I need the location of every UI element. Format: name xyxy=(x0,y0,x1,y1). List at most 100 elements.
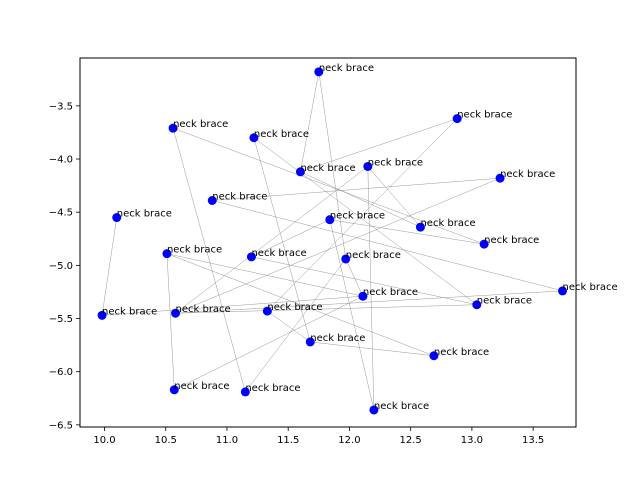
edge-line xyxy=(101,217,117,316)
point-label: neck brace xyxy=(267,302,322,313)
data-point xyxy=(358,291,368,301)
edge-line xyxy=(174,295,364,391)
edge-line xyxy=(367,166,421,228)
data-point xyxy=(162,249,172,259)
point-labels-layer: neck brace neck brace neck brace neck brace… xyxy=(102,63,618,412)
point-label: neck brace xyxy=(319,63,374,74)
data-point xyxy=(169,385,179,395)
edge-line xyxy=(267,310,311,343)
data-point xyxy=(452,114,462,124)
point-label: neck brace xyxy=(368,157,423,168)
data-point xyxy=(262,306,272,316)
x-tick-label: 12.5 xyxy=(400,435,422,446)
edge-line xyxy=(367,166,375,410)
point-label: neck brace xyxy=(176,304,231,315)
point-label: neck brace xyxy=(173,119,228,130)
edge-line xyxy=(166,253,363,297)
point-label: neck brace xyxy=(420,218,475,229)
point-label: neck brace xyxy=(245,383,300,394)
point-label: neck brace xyxy=(346,250,401,261)
edge-line xyxy=(318,71,347,260)
point-label: neck brace xyxy=(363,287,418,298)
edge-line xyxy=(172,127,485,245)
x-tick-label: 11.0 xyxy=(216,435,238,446)
edge-line xyxy=(267,118,458,312)
point-label: neck brace xyxy=(174,381,229,392)
x-tick-label: 10.5 xyxy=(155,435,177,446)
data-point xyxy=(341,254,351,264)
edge-line xyxy=(300,118,458,173)
point-label: neck brace xyxy=(212,191,267,202)
data-point xyxy=(363,161,373,171)
y-tick-label: −6.5 xyxy=(49,420,73,431)
y-tick-label: −4.5 xyxy=(49,208,73,219)
data-point xyxy=(249,133,259,143)
point-label: neck brace xyxy=(254,129,309,140)
point-label: neck brace xyxy=(484,235,539,246)
data-point xyxy=(314,67,324,77)
edge-line xyxy=(212,177,501,201)
point-label: neck brace xyxy=(330,211,385,222)
edge-line xyxy=(172,128,246,392)
data-point xyxy=(472,300,482,310)
point-label: neck brace xyxy=(500,169,555,180)
data-point xyxy=(558,286,568,296)
edge-line xyxy=(175,304,477,314)
edge-line xyxy=(175,290,563,314)
point-label: neck brace xyxy=(374,401,429,412)
edge-line xyxy=(102,295,363,316)
point-label: neck brace xyxy=(457,110,512,121)
data-point xyxy=(415,222,425,232)
y-tick-label: −5.5 xyxy=(49,314,73,325)
data-point xyxy=(112,213,122,223)
edge-line xyxy=(310,341,434,357)
data-point xyxy=(479,239,489,249)
data-point xyxy=(495,173,505,183)
edge-line xyxy=(300,71,320,172)
x-axis: 10.0 10.5 11.0 11.5 12.0 12.5 13.0 13.5 xyxy=(93,427,544,446)
point-label: neck brace xyxy=(300,163,355,174)
y-axis: −6.5 −6.0 −5.5 −5.0 −4.5 −4.0 −3.5 xyxy=(49,101,80,431)
data-point xyxy=(97,310,107,320)
point-label: neck brace xyxy=(167,245,222,256)
data-point xyxy=(240,387,250,397)
data-point xyxy=(295,167,305,177)
point-label: neck brace xyxy=(434,347,489,358)
y-tick-label: −3.5 xyxy=(49,101,73,112)
edge-line xyxy=(329,219,485,245)
data-point xyxy=(207,195,217,205)
point-label: neck brace xyxy=(310,333,365,344)
edge-line xyxy=(212,200,563,292)
data-point xyxy=(325,215,335,225)
data-point xyxy=(171,308,181,318)
point-label: neck brace xyxy=(563,282,618,293)
y-tick-label: −5.0 xyxy=(49,261,73,272)
data-point xyxy=(246,252,256,262)
point-label: neck brace xyxy=(117,209,172,220)
plot-frame xyxy=(79,57,577,428)
point-label: neck brace xyxy=(102,306,157,317)
x-tick-label: 13.5 xyxy=(522,435,544,446)
data-point xyxy=(168,123,178,133)
data-point xyxy=(305,337,315,347)
edge-line xyxy=(166,253,435,356)
data-point xyxy=(369,405,379,415)
edge-line xyxy=(251,219,330,258)
edge-line xyxy=(329,219,375,411)
point-label: neck brace xyxy=(251,248,306,259)
x-tick-label: 11.5 xyxy=(277,435,299,446)
point-label: neck brace xyxy=(477,296,532,307)
y-tick-label: −4.0 xyxy=(49,155,73,166)
x-tick-label: 10.0 xyxy=(93,435,115,446)
x-tick-label: 13.0 xyxy=(461,435,483,446)
edge-line xyxy=(253,137,311,342)
y-tick-label: −6.0 xyxy=(49,367,73,378)
edges-layer xyxy=(101,71,563,411)
points-layer xyxy=(97,67,568,415)
edge-line xyxy=(166,253,175,390)
edge-line xyxy=(300,171,421,228)
data-point xyxy=(429,351,439,361)
x-tick-label: 12.0 xyxy=(338,435,360,446)
edge-line xyxy=(245,258,346,393)
